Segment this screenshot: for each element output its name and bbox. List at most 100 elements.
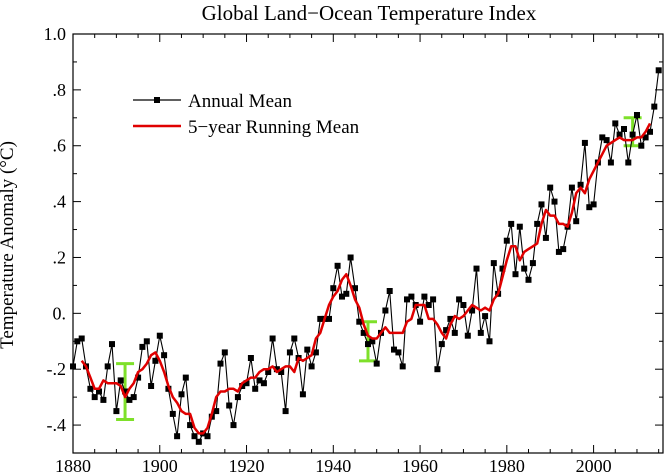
annual-mean-point xyxy=(408,293,415,300)
annual-mean-point xyxy=(469,307,476,314)
annual-mean-point xyxy=(599,134,606,141)
y-axis-label: Temperature Anomaly (°C) xyxy=(0,141,18,349)
annual-mean-point xyxy=(174,433,181,440)
annual-mean-point xyxy=(239,383,246,389)
annual-mean-point xyxy=(499,265,506,272)
annual-mean-point xyxy=(434,366,441,373)
annual-mean-point xyxy=(352,285,358,292)
x-axis-ticks: 1880 1900 1920 1940 1960 1980 2000 xyxy=(55,34,660,474)
annual-mean-point xyxy=(126,396,133,403)
running-mean-line xyxy=(80,122,652,435)
annual-mean-point xyxy=(330,285,337,292)
annual-mean-point xyxy=(586,204,593,211)
annual-mean-point xyxy=(629,131,636,138)
annual-mean-point xyxy=(391,346,397,353)
annual-mean-point xyxy=(447,315,454,322)
annual-mean-point xyxy=(269,335,276,342)
y-tick-label: .6 xyxy=(53,136,67,156)
legend-annual-marker xyxy=(154,97,160,103)
annual-mean-point xyxy=(386,288,393,294)
annual-mean-point xyxy=(534,220,541,227)
annual-mean-point xyxy=(339,293,345,300)
y-tick-label: .4 xyxy=(53,192,67,212)
annual-mean-point xyxy=(139,343,146,350)
x-tick-label: 1920 xyxy=(229,456,265,474)
annual-mean-point xyxy=(555,248,562,255)
annual-mean-point xyxy=(456,296,463,303)
annual-mean-point xyxy=(91,394,98,401)
annual-mean-point xyxy=(625,159,632,166)
annual-mean-point xyxy=(243,380,250,387)
annual-mean-point xyxy=(213,408,220,415)
annual-mean-point xyxy=(265,369,272,375)
annual-mean-point xyxy=(369,338,376,345)
annual-mean-point xyxy=(373,360,380,367)
annual-mean-point xyxy=(551,198,558,205)
annual-mean-point xyxy=(347,254,354,261)
x-tick-label: 1900 xyxy=(142,456,178,474)
annual-mean-point xyxy=(78,335,85,342)
annual-mean-point xyxy=(143,338,150,345)
legend-annual-label: Annual Mean xyxy=(188,91,292,112)
annual-mean-point xyxy=(187,422,194,429)
annual-mean-point xyxy=(234,394,241,401)
annual-mean-point xyxy=(169,410,176,417)
annual-mean-point xyxy=(404,296,410,303)
annual-mean-point xyxy=(334,262,341,269)
annual-mean-point xyxy=(308,363,315,370)
annual-mean-point xyxy=(178,391,185,398)
annual-mean-point xyxy=(417,318,424,325)
x-tick-label: 1960 xyxy=(402,456,438,474)
annual-mean-point xyxy=(634,112,640,118)
annual-mean-point xyxy=(464,332,471,339)
annual-mean-point xyxy=(109,341,115,348)
annual-mean-point xyxy=(191,433,198,440)
annual-mean-point xyxy=(256,377,263,384)
annual-mean-point xyxy=(343,290,350,297)
annual-mean-point xyxy=(607,159,614,166)
annual-mean-point xyxy=(278,369,285,375)
annual-mean-point xyxy=(560,246,567,253)
annual-mean-point xyxy=(395,349,402,356)
y-tick-label: 0. xyxy=(53,303,67,323)
annual-mean-point xyxy=(490,260,497,267)
y-axis-ticks: 1.0 .8 .6 .4 .2 0. -.2 -.4 xyxy=(44,24,663,454)
y-tick-label: 1.0 xyxy=(44,24,67,44)
annual-mean-point xyxy=(573,218,580,225)
annual-mean-point xyxy=(286,349,293,356)
annual-mean-point xyxy=(503,237,510,244)
annual-mean-point xyxy=(482,313,489,320)
running-mean-series xyxy=(80,122,652,435)
annual-mean-point xyxy=(247,355,254,361)
x-tick-label: 1980 xyxy=(489,456,525,474)
annual-mean-point xyxy=(100,396,107,403)
y-tick-label: .8 xyxy=(53,80,67,100)
plot-frame xyxy=(72,33,664,454)
annual-mean-point xyxy=(74,338,81,345)
annual-mean-point xyxy=(122,388,129,395)
annual-mean-point xyxy=(642,134,649,141)
annual-mean-point xyxy=(148,383,155,389)
annual-mean-point xyxy=(438,341,445,348)
annual-mean-point xyxy=(421,293,428,300)
annual-mean-point xyxy=(651,103,658,110)
annual-mean-point xyxy=(161,352,168,359)
annual-mean-point xyxy=(360,329,367,336)
annual-mean-point xyxy=(312,349,319,356)
annual-mean-point xyxy=(542,234,549,241)
annual-mean-point xyxy=(603,137,610,144)
annual-mean-point xyxy=(291,335,298,342)
annual-mean-point xyxy=(356,318,363,325)
annual-mean-point xyxy=(577,181,584,188)
annual-mean-point xyxy=(273,366,280,373)
annual-mean-point xyxy=(70,363,76,370)
annual-mean-point xyxy=(486,338,493,345)
annual-mean-point xyxy=(326,315,332,322)
annual-mean-point xyxy=(195,438,202,445)
annual-mean-point xyxy=(451,329,458,336)
annual-mean-point xyxy=(365,341,371,348)
chart-title: Global Land−Ocean Temperature Index xyxy=(202,1,537,25)
annual-mean-point xyxy=(252,385,259,392)
annual-mean-point xyxy=(443,327,450,334)
annual-mean-point xyxy=(260,380,267,387)
